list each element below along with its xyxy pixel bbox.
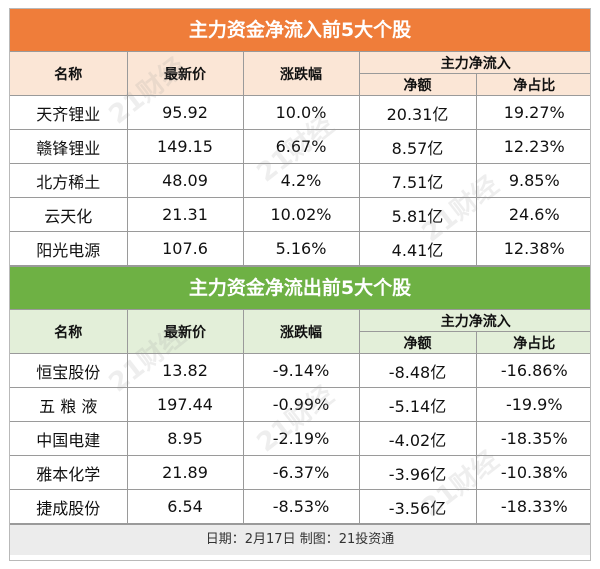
stock-ratio: -18.33% [475,489,590,524]
stock-price: 13.82 [126,353,244,388]
header-price: 最新价 [126,310,244,354]
table-row: 中国电建 8.95 -2.19% -4.02亿 -18.35% [10,421,590,456]
inflow-table: 名称 最新价 涨跌幅 主力净流入 净额 净占比 天齐锂业 95.92 10.0%… [10,52,590,266]
stock-price: 95.92 [126,95,244,130]
stock-price: 21.31 [126,197,244,232]
header-ratio: 净占比 [475,331,590,354]
stock-name: 恒宝股份 [10,353,128,388]
header-net-inflow-group: 主力净流入 [358,310,590,332]
stock-name: 捷成股份 [10,489,128,524]
stock-price: 21.89 [126,455,244,490]
stock-net: 20.31亿 [358,95,477,130]
stock-change: 5.16% [242,231,360,266]
header-name: 名称 [10,310,128,354]
table-row: 北方稀土 48.09 4.2% 7.51亿 9.85% [10,163,590,198]
stock-flow-card: 主力资金净流入前5大个股 名称 最新价 涨跌幅 主力净流入 净额 净占比 天齐锂… [9,8,591,561]
table-row: 捷成股份 6.54 -8.53% -3.56亿 -18.33% [10,489,590,524]
stock-name: 五 粮 液 [10,387,128,422]
stock-change: -9.14% [242,353,360,388]
stock-net: 5.81亿 [358,197,477,232]
stock-name: 雅本化学 [10,455,128,490]
stock-name: 赣锋锂业 [10,129,128,164]
table-row: 赣锋锂业 149.15 6.67% 8.57亿 12.23% [10,129,590,164]
header-net: 净额 [359,331,477,354]
stock-ratio: 9.85% [475,163,590,198]
header-change: 涨跌幅 [242,310,360,354]
stock-ratio: 12.38% [475,231,590,266]
table-row: 恒宝股份 13.82 -9.14% -8.48亿 -16.86% [10,353,590,388]
stock-change: -6.37% [242,455,360,490]
stock-name: 云天化 [10,197,128,232]
stock-price: 197.44 [126,387,244,422]
stock-ratio: 12.23% [475,129,590,164]
stock-net: -4.02亿 [358,421,477,456]
stock-net: 7.51亿 [358,163,477,198]
stock-name: 中国电建 [10,421,128,456]
stock-net: -3.56亿 [358,489,477,524]
header-net-inflow-group: 主力净流入 [358,52,590,74]
table-row: 阳光电源 107.6 5.16% 4.41亿 12.38% [10,231,590,266]
stock-ratio: 19.27% [475,95,590,130]
stock-change: 6.67% [242,129,360,164]
header-net: 净额 [359,73,477,96]
outflow-table: 名称 最新价 涨跌幅 主力净流入 净额 净占比 恒宝股份 13.82 -9.14… [10,310,590,524]
header-ratio: 净占比 [475,73,590,96]
inflow-title: 主力资金净流入前5大个股 [10,9,590,52]
stock-ratio: -18.35% [475,421,590,456]
stock-change: -2.19% [242,421,360,456]
stock-ratio: -19.9% [475,387,590,422]
stock-net: -5.14亿 [358,387,477,422]
table-row: 云天化 21.31 10.02% 5.81亿 24.6% [10,197,590,232]
table-row: 天齐锂业 95.92 10.0% 20.31亿 19.27% [10,95,590,130]
header-name: 名称 [10,52,128,96]
stock-price: 48.09 [126,163,244,198]
stock-change: 10.02% [242,197,360,232]
stock-net: -8.48亿 [358,353,477,388]
stock-price: 8.95 [126,421,244,456]
stock-price: 149.15 [126,129,244,164]
stock-name: 阳光电源 [10,231,128,266]
stock-net: 8.57亿 [358,129,477,164]
stock-change: 10.0% [242,95,360,130]
stock-price: 107.6 [126,231,244,266]
stock-ratio: -16.86% [475,353,590,388]
table-row: 五 粮 液 197.44 -0.99% -5.14亿 -19.9% [10,387,590,422]
header-change: 涨跌幅 [242,52,360,96]
stock-change: -0.99% [242,387,360,422]
footer-credit: 日期：2月17日 制图：21投资通 [10,524,590,555]
header-price: 最新价 [126,52,244,96]
stock-ratio: 24.6% [475,197,590,232]
stock-name: 天齐锂业 [10,95,128,130]
stock-net: 4.41亿 [358,231,477,266]
stock-price: 6.54 [126,489,244,524]
stock-ratio: -10.38% [475,455,590,490]
stock-change: -8.53% [242,489,360,524]
stock-net: -3.96亿 [358,455,477,490]
outflow-title: 主力资金净流出前5大个股 [10,266,590,310]
table-row: 雅本化学 21.89 -6.37% -3.96亿 -10.38% [10,455,590,490]
stock-name: 北方稀土 [10,163,128,198]
stock-change: 4.2% [242,163,360,198]
